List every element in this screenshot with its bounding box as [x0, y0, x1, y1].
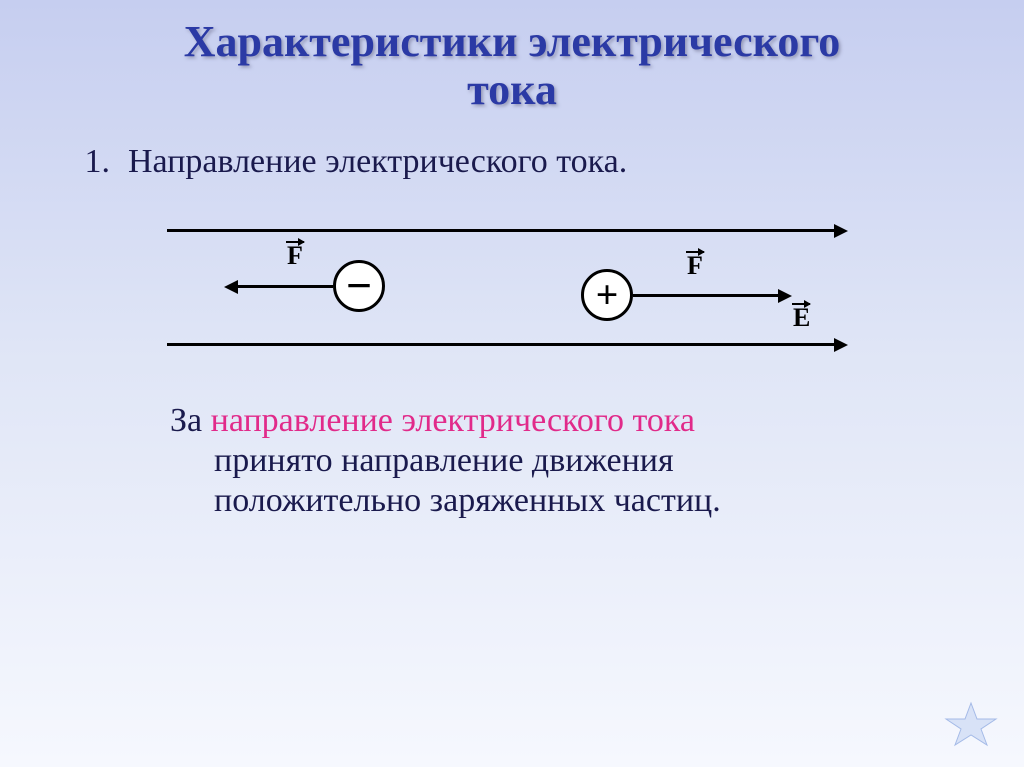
next-star-icon[interactable]: [940, 701, 1002, 749]
force-arrowhead-negative: [224, 280, 238, 294]
wire-bottom: [167, 343, 835, 346]
list-item-1: 1. Направление электрического тока.: [70, 143, 954, 181]
page-title: Характеристики электрического тока: [0, 0, 1024, 115]
force-label-negative: F: [287, 241, 303, 271]
conclusion-highlight: направление электрического тока: [211, 402, 695, 439]
conclusion-prefix: За: [170, 402, 211, 439]
content-area: 1. Направление электрического тока. − F …: [0, 115, 1024, 521]
title-line2: тока: [467, 65, 557, 114]
force-arrow-negative: [237, 285, 333, 288]
title-line1: Характеристики электрического: [184, 17, 841, 66]
force-arrowhead-positive: [778, 289, 792, 303]
current-direction-diagram: − F + F E: [167, 221, 857, 371]
list-text: Направление электрического тока.: [128, 143, 627, 181]
wire-top-arrow: [834, 224, 848, 238]
force-label-positive: F: [687, 251, 703, 281]
positive-charge: +: [581, 269, 633, 321]
field-label-e: E: [793, 303, 810, 333]
conclusion-text: За направление электрического тока приня…: [114, 401, 954, 521]
negative-charge: −: [333, 260, 385, 312]
conclusion-rest2: положительно заряженных частиц.: [214, 482, 721, 519]
list-number: 1.: [70, 143, 110, 181]
force-arrow-positive: [633, 294, 779, 297]
wire-bottom-arrow: [834, 338, 848, 352]
conclusion-rest1: принято направление движения: [214, 442, 674, 479]
wire-top: [167, 229, 835, 232]
